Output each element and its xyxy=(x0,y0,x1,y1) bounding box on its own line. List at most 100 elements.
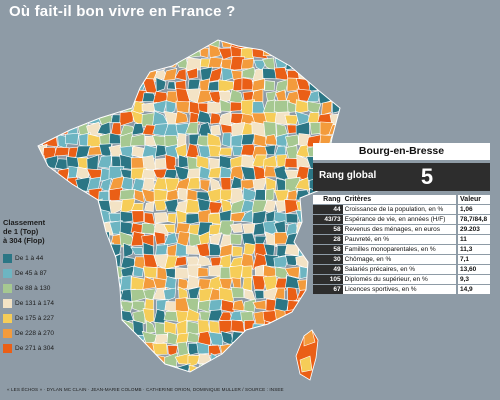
map-area xyxy=(45,167,56,178)
map-area xyxy=(187,78,201,91)
map-area xyxy=(210,124,222,136)
map-area xyxy=(176,40,187,47)
row-criteria: Salariés précaires, en % xyxy=(342,265,457,274)
map-area xyxy=(97,99,114,114)
map-area xyxy=(276,343,288,357)
map-area xyxy=(75,287,89,302)
map-area xyxy=(153,99,168,114)
map-area xyxy=(121,67,136,83)
map-area xyxy=(77,70,92,83)
map-area xyxy=(242,223,256,235)
map-area xyxy=(284,308,298,324)
map-area xyxy=(254,355,267,365)
criteria-table: Rang Critères Valeur 44 Croissance de la … xyxy=(313,194,490,295)
map-area xyxy=(119,275,132,292)
legend-title-line: à 304 (Flop) xyxy=(3,236,45,245)
map-area xyxy=(120,40,136,50)
map-area xyxy=(86,276,102,288)
map-area xyxy=(65,40,79,48)
legend-label: De 1 à 44 xyxy=(15,255,44,262)
map-area xyxy=(38,45,48,61)
map-area xyxy=(284,266,300,279)
map-area xyxy=(131,210,145,223)
map-area xyxy=(88,363,101,372)
map-area xyxy=(89,56,103,72)
map-area xyxy=(251,78,265,92)
global-rank-value: 5 xyxy=(420,164,434,189)
map-area xyxy=(109,88,124,102)
map-area xyxy=(44,99,59,112)
map-area xyxy=(253,40,268,49)
map-area xyxy=(187,355,202,368)
row-value: 9,3 xyxy=(456,275,490,284)
map-area xyxy=(42,187,59,201)
map-area xyxy=(298,232,311,244)
map-area xyxy=(88,90,100,100)
map-area xyxy=(208,44,222,59)
map-area xyxy=(196,254,212,268)
map-area xyxy=(38,78,48,94)
map-area xyxy=(76,331,89,346)
legend-item: De 271 à 304 xyxy=(3,341,73,356)
map-area xyxy=(229,223,243,233)
map-area xyxy=(308,301,322,311)
map-area xyxy=(254,235,268,245)
map-area xyxy=(285,213,299,224)
map-area xyxy=(87,47,102,57)
map-area xyxy=(221,67,234,82)
legend-label: De 88 à 130 xyxy=(15,285,51,292)
map-area xyxy=(232,299,246,312)
map-area xyxy=(339,40,340,47)
map-area xyxy=(265,231,278,247)
map-area xyxy=(67,187,78,200)
map-area xyxy=(243,242,257,257)
row-criteria: Licences sportives, en % xyxy=(342,285,457,294)
map-area xyxy=(278,378,287,385)
map-area xyxy=(53,201,68,215)
map-area xyxy=(38,58,48,70)
row-rank: 49 xyxy=(313,265,343,274)
map-area xyxy=(99,288,113,302)
city-name: Bourg-en-Bresse xyxy=(313,143,490,163)
map-area xyxy=(88,342,101,356)
map-area xyxy=(38,187,48,200)
row-criteria: Croissance de la population, en % xyxy=(342,205,457,214)
map-area xyxy=(56,99,68,115)
map-area xyxy=(108,330,124,345)
row-criteria: Familles monoparentales, en % xyxy=(342,245,457,254)
map-area xyxy=(87,330,100,347)
map-area xyxy=(284,114,300,125)
map-area xyxy=(109,40,125,49)
map-area xyxy=(98,333,113,346)
row-criteria: Espérance de vie, en années (H/F) xyxy=(342,215,457,224)
map-area xyxy=(98,322,111,336)
map-area xyxy=(64,66,78,83)
map-area xyxy=(132,319,144,336)
map-area xyxy=(186,67,198,80)
map-area xyxy=(218,365,235,372)
row-value: 29.203 xyxy=(456,225,490,234)
map-area xyxy=(252,210,267,224)
map-area xyxy=(252,275,267,291)
map-area xyxy=(141,101,158,113)
map-area xyxy=(97,58,114,71)
map-area xyxy=(75,145,91,159)
map-area xyxy=(131,364,147,372)
map-area xyxy=(121,354,136,368)
map-area xyxy=(339,355,340,369)
map-area xyxy=(75,209,91,223)
map-area xyxy=(119,334,136,346)
row-criteria: Diplomés du supérieur, en % xyxy=(342,275,457,284)
map-area xyxy=(340,377,355,389)
row-rank: 67 xyxy=(313,285,343,294)
map-area xyxy=(306,309,322,323)
map-area xyxy=(317,40,331,49)
map-area xyxy=(329,352,340,367)
column-header-value: Valeur xyxy=(456,195,490,204)
map-area xyxy=(86,154,99,171)
map-area xyxy=(119,221,133,236)
map-area xyxy=(196,330,211,346)
row-value: 11,3 xyxy=(456,245,490,254)
map-area xyxy=(264,40,278,49)
map-area xyxy=(320,66,332,82)
